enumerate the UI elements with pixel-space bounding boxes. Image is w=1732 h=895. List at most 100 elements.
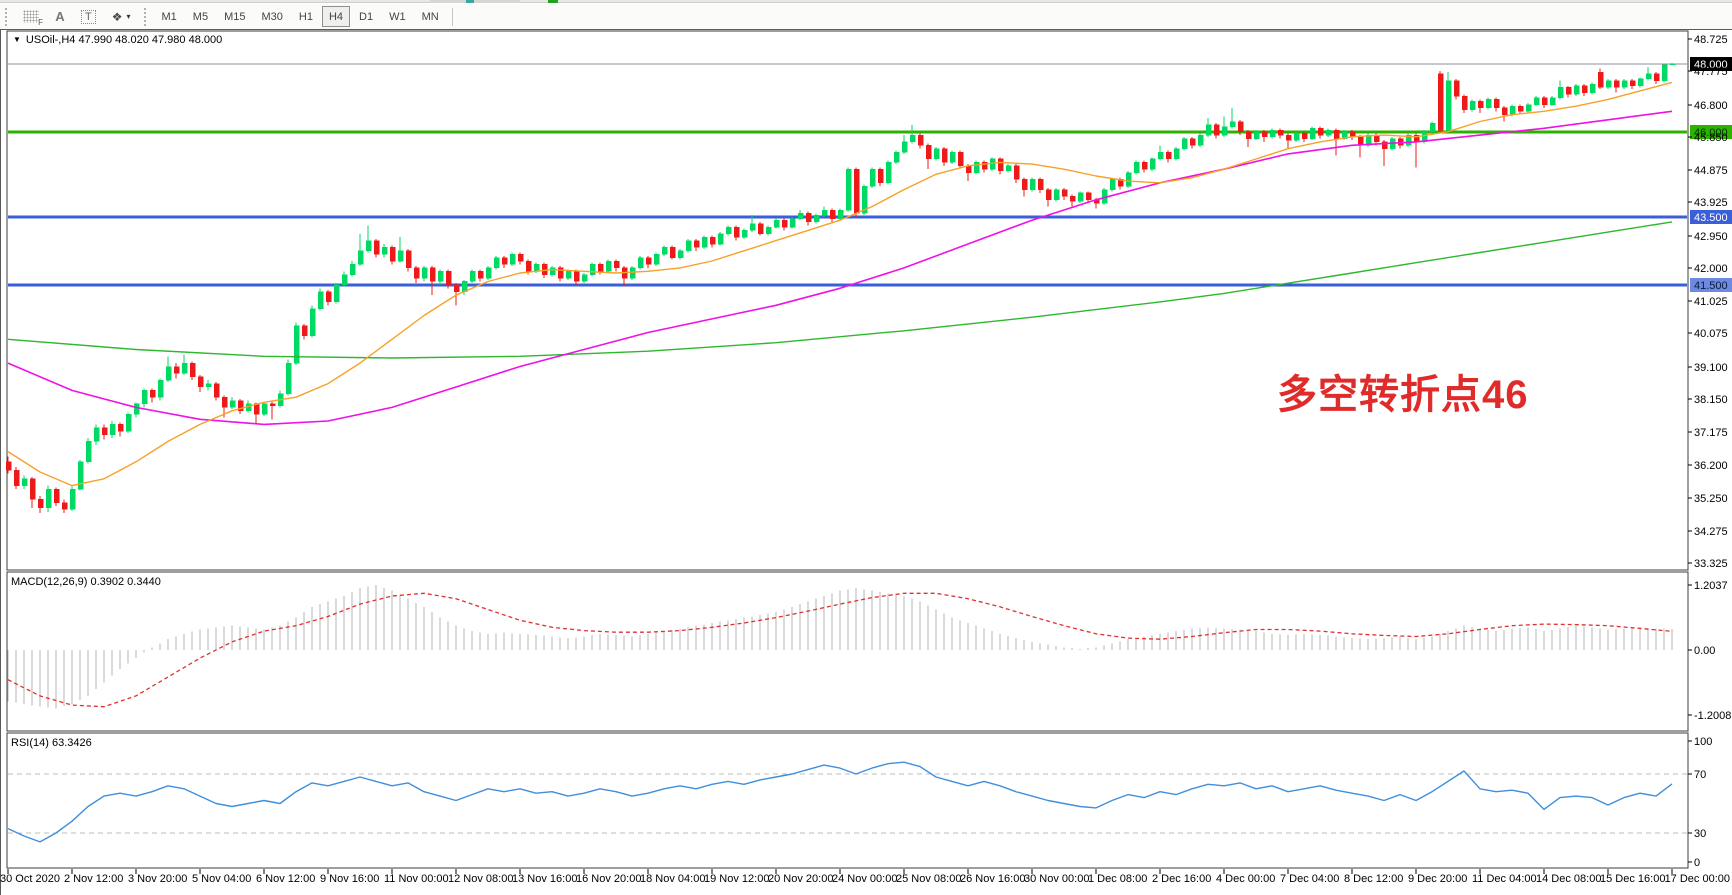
candle-body [205, 383, 212, 388]
ma-slow-line [7, 221, 1673, 359]
candle-body [1085, 192, 1092, 201]
horizontal-levels-group: 48.000 46.000 43.500 41.500 [8, 57, 1732, 292]
candle-body [797, 213, 804, 219]
candle-body [1541, 97, 1548, 105]
level-price-box [1690, 278, 1732, 292]
time-axis-label: 30 Nov 00:00 [1024, 873, 1089, 885]
candle-body [1077, 192, 1084, 202]
candle-body [1477, 100, 1484, 109]
candle-body [829, 209, 836, 219]
candle-body [189, 362, 196, 377]
level-price-box [1690, 57, 1732, 71]
timeframe-h4-button[interactable]: H4 [321, 6, 351, 27]
candle-body [197, 376, 204, 388]
text-label-tool-button[interactable]: A [48, 6, 72, 27]
candle-body [1469, 100, 1476, 110]
candle-body [1045, 189, 1052, 201]
candle-body [1181, 138, 1188, 149]
price-axis-label: 39.100 [1694, 362, 1728, 374]
toolbar: F A T ❖ ▾ M1 M5 M15 M30 H1 H4 D1 W1 MN [0, 4, 1732, 29]
macd-group: 1.2037 0.00 -1.2008 [7, 580, 1731, 722]
candle-body [677, 250, 684, 258]
time-axis-label: 14 Dec 08:00 [1536, 873, 1601, 885]
candle-body [77, 461, 84, 490]
toolbar-grip[interactable] [143, 7, 149, 26]
candles-group [5, 62, 1676, 513]
candle-body [1141, 162, 1148, 170]
candle-body [813, 214, 820, 223]
toolbar-separator [451, 7, 453, 26]
collapse-ohlc-icon[interactable]: ▼ [13, 35, 21, 44]
symbol-ohlc-readout[interactable]: ▼ USOil-,H4 47.990 48.020 47.980 48.000 [13, 34, 222, 46]
candle-body [901, 141, 908, 153]
candle-body [1525, 104, 1532, 112]
candle-body [1029, 179, 1036, 190]
timeframe-m5-button[interactable]: M5 [192, 10, 209, 23]
time-axis-label: 3 Nov 20:00 [128, 873, 187, 885]
rsi-axis-label: 0 [1694, 857, 1700, 869]
candle-body [493, 257, 500, 269]
candle-body [1533, 97, 1540, 105]
time-axis-group: 30 Oct 2020 2 Nov 12:00 3 Nov 20:00 5 Nov 0… [0, 869, 1730, 885]
candle-body [13, 470, 20, 486]
candle-body [1285, 134, 1292, 141]
candle-body [533, 264, 540, 272]
price-axis-group: 48.725 47.775 46.800 45.850 44.875 43.925 42.9… [1688, 34, 1728, 570]
timeframe-m30-button[interactable]: M30 [261, 10, 283, 23]
candle-body [237, 400, 244, 412]
time-axis-label: 7 Dec 04:00 [1280, 873, 1339, 885]
candle-body [1645, 73, 1652, 80]
candle-body [845, 168, 852, 211]
arrow-styles-tool-button[interactable]: ❖ ▾ [105, 6, 138, 27]
candle-body [981, 162, 988, 170]
toolbar-grip[interactable] [5, 7, 10, 26]
candle-body [309, 308, 316, 337]
candle-body [405, 250, 412, 269]
candle-body [789, 218, 796, 228]
candle-body [53, 488, 60, 503]
candle-body [221, 396, 228, 408]
candle-body [381, 247, 388, 255]
rsi-axis-label: 30 [1694, 828, 1706, 840]
candle-body [861, 185, 868, 214]
candle-body [125, 413, 132, 432]
candle-body [885, 162, 892, 184]
candle-body [717, 233, 724, 245]
candle-body [133, 403, 140, 415]
candle-body [693, 240, 700, 248]
grid-f-tool-button[interactable]: F [16, 6, 46, 27]
candle-body [949, 151, 956, 163]
price-axis-label: 34.275 [1694, 526, 1728, 538]
timeframe-w1-button[interactable]: W1 [389, 10, 406, 23]
price-axis-label: 44.875 [1694, 165, 1728, 177]
candle-body [925, 145, 932, 160]
candle-body [181, 362, 188, 374]
text-label-icon: A [55, 9, 65, 24]
timeframe-m1-button[interactable]: M1 [161, 10, 177, 23]
timeframe-h1-button[interactable]: H1 [298, 10, 313, 23]
candle-body [45, 488, 52, 509]
candle-body [1125, 172, 1132, 187]
timeframe-m15-button[interactable]: M15 [224, 10, 246, 23]
price-axis-label: 42.000 [1694, 263, 1728, 275]
candle-body [821, 209, 828, 216]
candle-body [1109, 179, 1116, 190]
timeframe-d1-button[interactable]: D1 [359, 10, 374, 23]
price-axis-label: 42.950 [1694, 231, 1728, 243]
candle-body [1565, 87, 1572, 95]
time-axis-label: 4 Dec 00:00 [1216, 873, 1275, 885]
candle-body [1381, 141, 1388, 149]
drawing-tools-group: F A T ❖ ▾ [15, 6, 139, 27]
candle-body [1061, 189, 1068, 197]
candle-body [917, 134, 924, 146]
timeframe-mn-button[interactable]: MN [421, 10, 439, 23]
ma-mid-line [7, 110, 1673, 426]
candle-body [1549, 97, 1556, 105]
text-box-tool-button[interactable]: T [74, 6, 103, 27]
candle-body [557, 267, 564, 279]
chart-annotation-text: 多空转折点46 [1277, 373, 1529, 417]
candle-body [877, 168, 884, 184]
price-axis-label: 43.925 [1694, 197, 1728, 209]
candle-body [653, 253, 660, 265]
